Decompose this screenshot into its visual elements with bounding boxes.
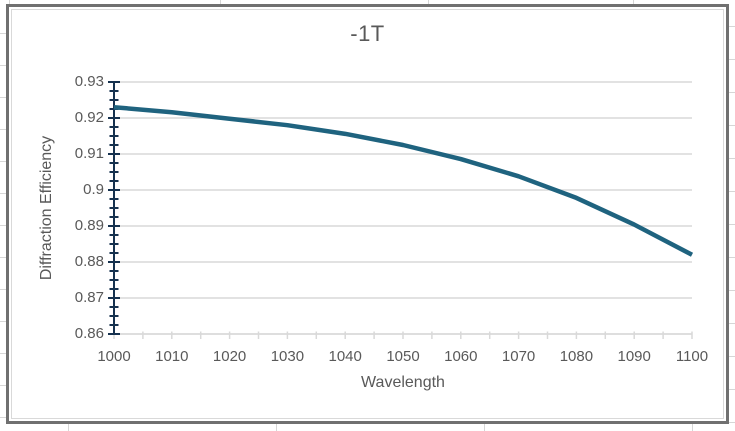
spreadsheet-gridline-stub [633,0,634,4]
y-axis-title[interactable]: Diffraction Efficiency [38,135,55,281]
x-tick-label[interactable]: 1010 [155,348,189,365]
spreadsheet-gridline-stub [9,0,10,4]
spreadsheet-gridline-stub [0,353,6,354]
spreadsheet-gridline-stub [729,422,735,423]
x-tick-label[interactable]: 1050 [386,348,420,365]
y-tick-label[interactable]: 0.86 [74,325,104,342]
x-axis-title[interactable]: Wavelength [361,374,445,391]
x-tick-label[interactable]: 1020 [212,348,247,365]
spreadsheet-gridline-stub [0,65,6,66]
y-tick-label[interactable]: 0.89 [74,217,104,234]
spreadsheet-gridline-stub [729,323,735,324]
x-tick-label[interactable]: 1000 [97,348,131,365]
spreadsheet-gridline-stub [729,224,735,225]
spreadsheet-gridline-stub [220,0,221,4]
spreadsheet-gridline-stub [729,125,735,126]
x-tick-label[interactable]: 1100 [675,348,709,365]
spreadsheet-gridline-stub [484,424,485,431]
chart-title[interactable]: -1T [350,21,385,46]
spreadsheet-gridline-stub [0,129,6,130]
spreadsheet-gridline-stub [428,0,429,4]
spreadsheet-gridline-stub [729,191,735,192]
spreadsheet-gridline-stub [729,59,735,60]
x-tick-label[interactable]: 1070 [501,348,536,365]
spreadsheet-gridline-stub [0,161,6,162]
spreadsheet-gridline-stub [0,193,6,194]
spreadsheet-gridline-stub [0,417,6,418]
y-tick-label[interactable]: 0.91 [74,145,104,162]
spreadsheet-gridline-stub [729,290,735,291]
series-line[interactable] [113,104,694,257]
y-tick-label[interactable]: 0.88 [74,253,104,270]
spreadsheet-gridline-stub [729,389,735,390]
x-tick-label[interactable]: 1040 [328,348,362,365]
x-tick-label[interactable]: 1090 [617,348,651,365]
y-tick-label[interactable]: 0.9 [83,181,104,198]
y-tick-label[interactable]: 0.87 [74,289,104,306]
spreadsheet-gridline-stub [729,26,735,27]
spreadsheet-gridline-stub [729,356,735,357]
spreadsheet-gridline-stub [692,424,693,431]
spreadsheet-gridline-stub [0,225,6,226]
y-tick-label[interactable]: 0.92 [74,109,104,126]
spreadsheet-gridline-stub [0,33,6,34]
spreadsheet-gridline-stub [0,97,6,98]
spreadsheet-gridline-stub [729,158,735,159]
spreadsheet-gridline-stub [68,424,69,431]
spreadsheet-gridline-stub [0,385,6,386]
spreadsheet-gridline-stub [276,424,277,431]
spreadsheet-gridline-stub [0,321,6,322]
x-tick-label[interactable]: 1060 [444,348,478,365]
x-tick-label[interactable]: 1080 [559,348,594,365]
y-tick-label[interactable]: 0.93 [74,73,104,90]
spreadsheet-gridline-stub [0,257,6,258]
spreadsheet-gridline-stub [0,289,6,290]
spreadsheet-gridline-stub [729,257,735,258]
x-tick-label[interactable]: 1030 [270,348,305,365]
spreadsheet-gridline-stub [729,92,735,93]
